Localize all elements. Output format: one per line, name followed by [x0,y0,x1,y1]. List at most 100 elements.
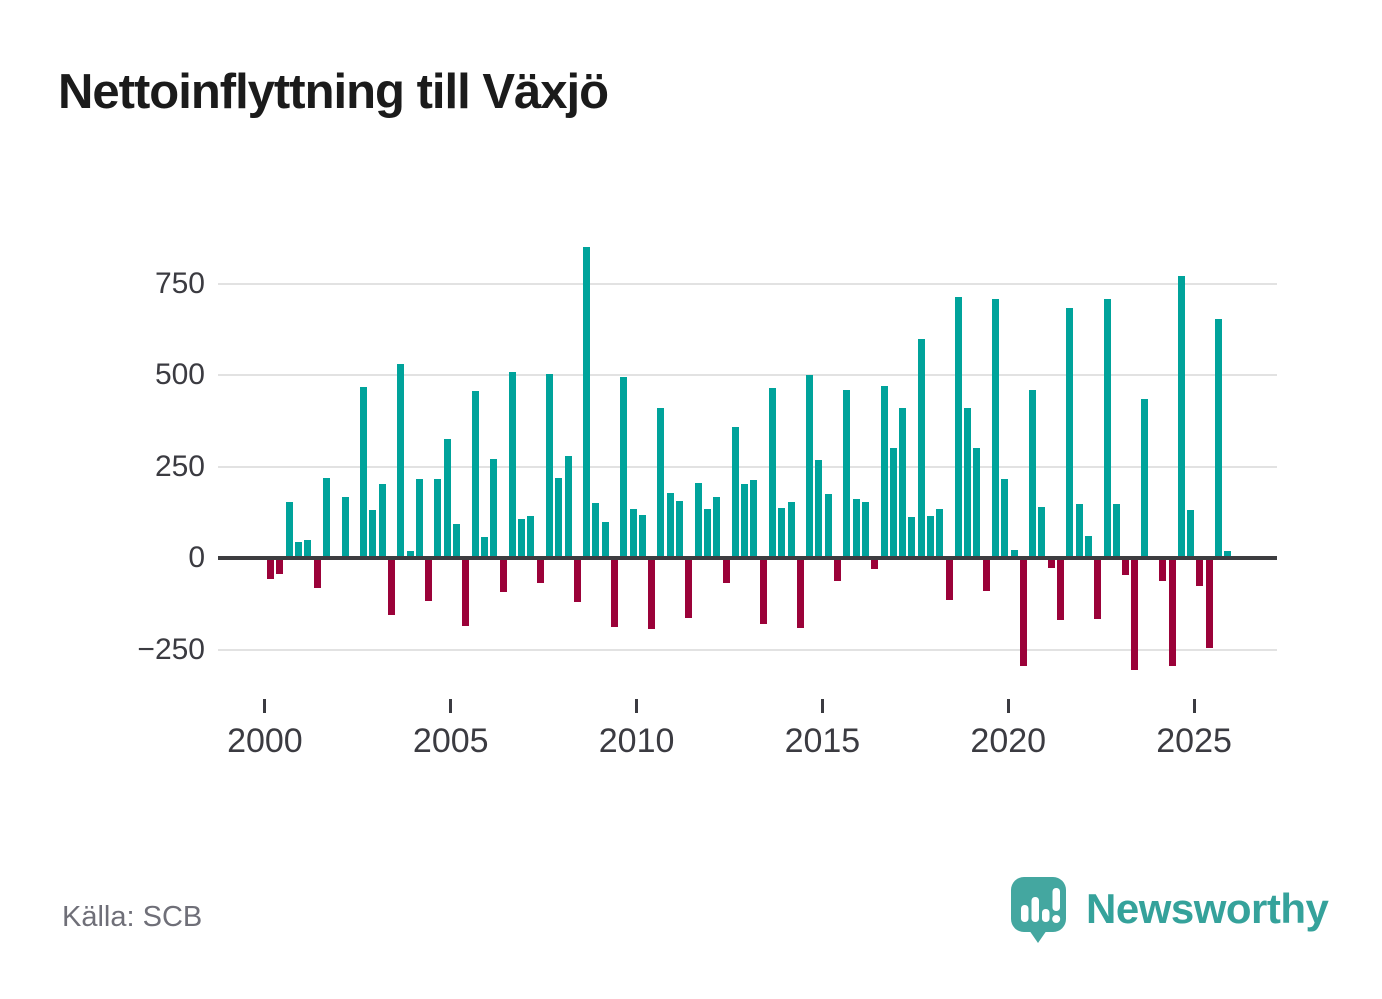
y-axis-label--250: −250 [137,632,205,666]
bar [787,502,795,558]
bar [1177,276,1185,558]
x-axis-label-2000: 2000 [227,722,303,760]
bar [1196,560,1204,586]
bar [926,515,934,558]
bar [852,499,860,558]
bar [861,501,869,558]
bar [843,389,851,558]
bar [1122,560,1130,575]
bar [1131,560,1139,670]
bar [322,477,330,558]
bar [1066,308,1074,558]
bar [741,484,749,558]
source-note: Källa: SCB [62,901,203,933]
bar [499,560,507,593]
bar [750,480,758,558]
bar [899,407,907,558]
bar [1187,509,1195,558]
bar [1057,560,1065,621]
x-axis-label-2025: 2025 [1156,722,1232,760]
bar [360,387,368,558]
bar [685,560,693,619]
bar [936,508,944,558]
bar [462,560,470,626]
bar [1075,503,1083,558]
x-axis-tick-2025 [1192,699,1196,713]
bar [378,484,386,558]
gridline-750 [218,282,1277,285]
bar [945,560,953,601]
bar [1094,560,1102,620]
bar [982,560,990,591]
gridline-500 [218,374,1277,376]
bar [824,493,832,558]
bar [1019,560,1027,667]
bar [954,297,962,558]
x-axis-tick-2020 [1006,699,1010,713]
bar [1029,389,1037,558]
bar [908,517,916,558]
bar [601,522,609,558]
bar [369,510,377,558]
bar [341,496,349,558]
bar [425,560,433,601]
x-axis-tick-2010 [635,699,639,713]
bar [434,478,442,558]
bar [796,560,804,629]
bar [973,448,981,558]
y-axis-label-0: 0 [188,541,205,574]
bar [267,560,275,580]
bar [536,560,544,584]
x-axis-tick-2015 [820,699,824,713]
bar [313,560,321,589]
x-axis-tick-2000 [263,699,267,713]
bar [629,508,637,558]
x-axis-label-2005: 2005 [412,722,489,760]
bar [388,560,395,615]
bar [480,537,488,558]
bar [1224,550,1232,558]
bar [676,500,684,558]
bar [1103,298,1111,558]
bar [471,390,479,558]
bar [964,408,972,558]
bar [638,515,646,558]
bar [871,560,879,570]
y-axis-label-750: 750 [154,266,205,300]
bar [1038,507,1046,558]
bar [992,298,1000,558]
bar [769,388,776,558]
bar [555,477,563,558]
bar [620,377,628,558]
gridline--250 [218,648,1277,651]
bar [815,460,823,558]
zero-axis-line [218,556,1277,560]
bar [703,508,711,558]
bar [1047,560,1055,569]
bar [778,507,786,558]
bar [415,478,423,558]
bar [443,439,451,558]
bar [545,374,553,558]
y-axis-label-500: 500 [154,358,205,391]
gridline-250 [218,465,1277,468]
bar [573,560,581,603]
newsworthy-wordmark: Newsworthy [1086,885,1329,932]
bar [490,458,498,558]
newsworthy-brand: Newsworthy [1008,874,1329,944]
bar [731,427,739,558]
x-axis-label-2020: 2020 [970,722,1047,760]
newsworthy-logo-icon [1011,877,1066,943]
bar [508,372,516,558]
bar [583,246,591,558]
bar [304,540,312,558]
bar [713,496,721,558]
bar [564,455,572,558]
bar [1010,550,1018,558]
bar [1112,503,1120,558]
bar [527,515,535,558]
bar [1084,536,1092,558]
x-axis-tick-2005 [449,699,453,713]
bar [453,523,461,558]
